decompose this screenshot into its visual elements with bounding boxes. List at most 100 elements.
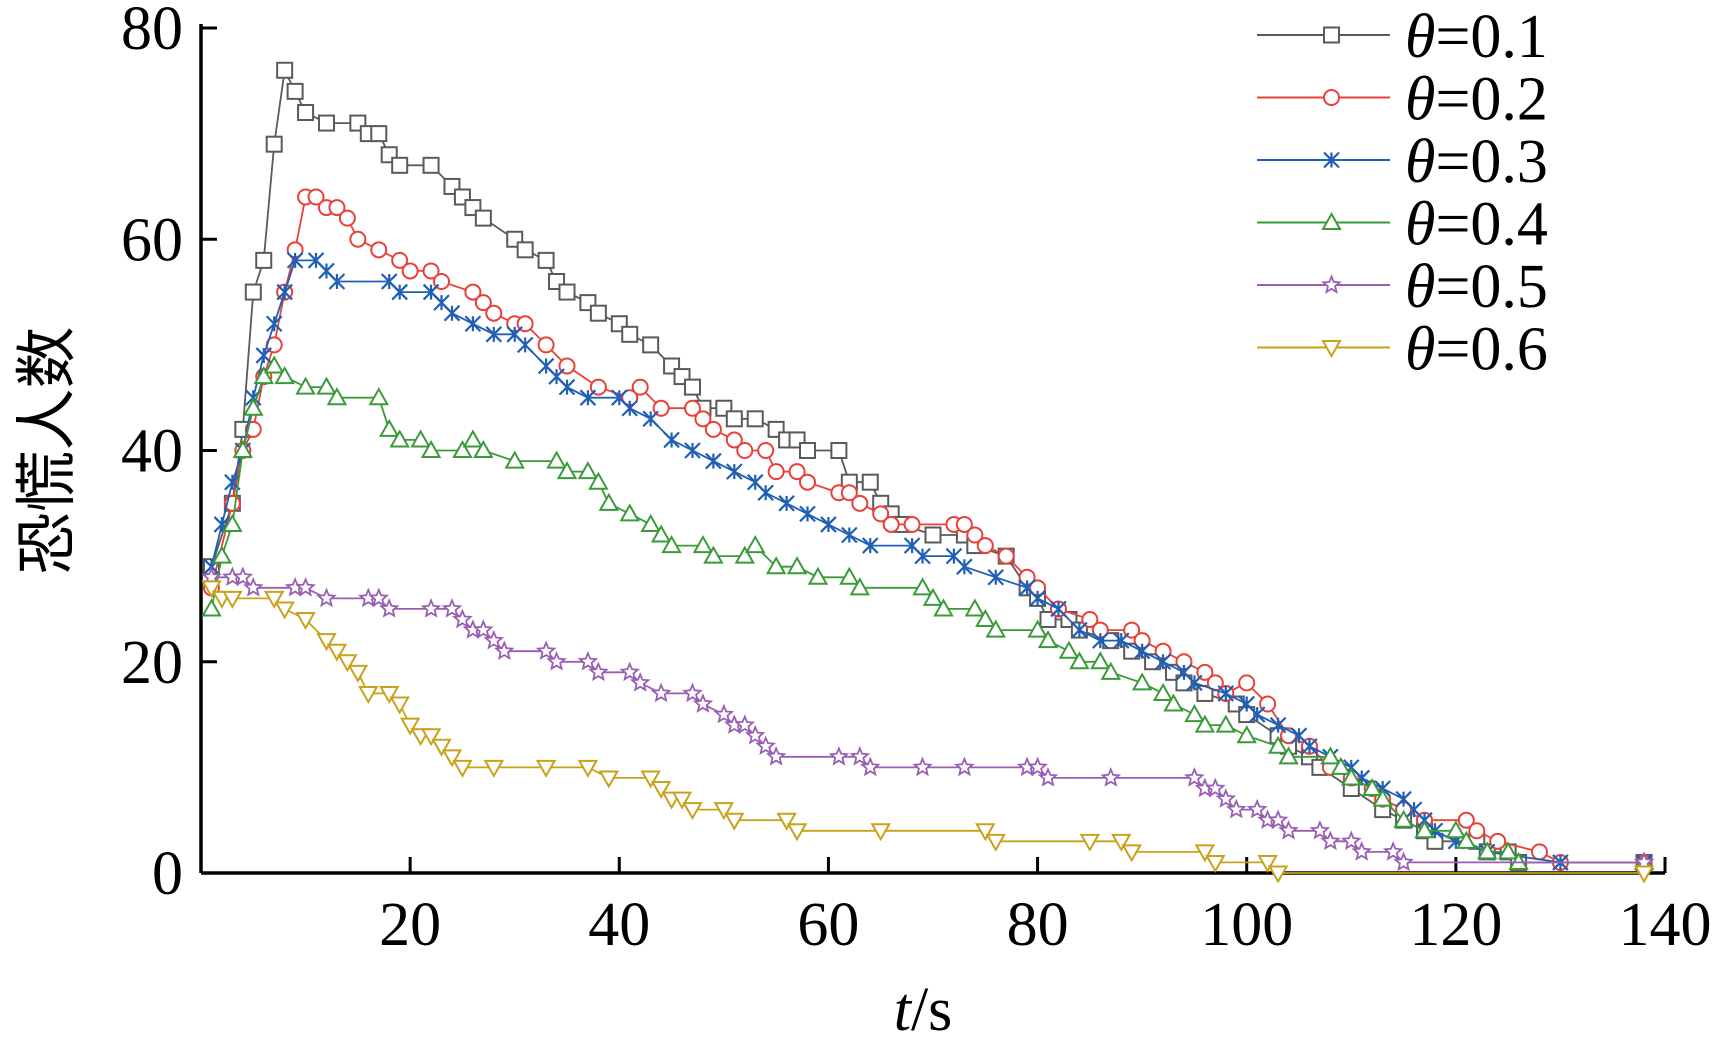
legend-marker: [1323, 89, 1340, 106]
data-point: [420, 728, 442, 747]
data-point: [1340, 830, 1362, 851]
data-point: [1152, 682, 1174, 701]
data-point: [692, 535, 714, 554]
legend-marker: [1321, 274, 1342, 294]
data-point: [985, 619, 1006, 638]
data-point: [713, 802, 735, 821]
data-point: [1112, 632, 1130, 649]
x-tick-label: 20: [379, 891, 441, 959]
legend-label: θ=0.1: [1405, 3, 1548, 71]
data-point: [1205, 777, 1226, 798]
data-point: [328, 199, 346, 217]
data-point: [368, 587, 390, 608]
data-point: [861, 537, 879, 554]
data-point: [1100, 661, 1121, 680]
data-point: [485, 326, 503, 343]
data-point: [820, 516, 837, 533]
x-tick-label: 80: [1007, 891, 1069, 959]
data-point: [1320, 830, 1341, 851]
data-point: [1248, 706, 1266, 723]
data-point: [1111, 833, 1132, 852]
data-point: [391, 251, 409, 269]
data-point: [253, 366, 274, 385]
series-4: [201, 355, 1655, 870]
data-point: [736, 442, 754, 459]
data-point: [462, 429, 484, 448]
data-point: [725, 410, 743, 428]
data-point: [828, 745, 850, 766]
data-point: [378, 598, 400, 618]
data-point: [1267, 735, 1289, 754]
data-point: [872, 505, 890, 523]
legend-item: θ=0.4: [1257, 191, 1548, 259]
y-tick-label: 0: [152, 840, 183, 908]
data-point: [765, 556, 787, 575]
data-point: [682, 682, 703, 703]
data-point: [473, 619, 494, 639]
data-point: [955, 515, 973, 533]
data-point: [954, 756, 975, 777]
data-point: [420, 439, 442, 458]
legend-item: θ=0.6: [1257, 316, 1548, 384]
data-point: [642, 410, 659, 428]
data-point: [830, 442, 848, 459]
data-point: [276, 61, 294, 79]
data-point: [861, 473, 879, 491]
legend-marker: [1323, 151, 1340, 169]
data-point: [1186, 674, 1203, 692]
data-point: [745, 535, 766, 554]
data-point: [1457, 811, 1475, 829]
data-point: [650, 781, 672, 800]
data-point: [297, 104, 315, 121]
data-point: [316, 376, 337, 395]
data-point: [422, 156, 440, 174]
data-point: [338, 209, 356, 227]
data-point: [326, 387, 348, 406]
data-point: [255, 347, 273, 364]
data-point: [684, 442, 701, 459]
data-point: [1050, 600, 1067, 618]
data-point: [631, 378, 649, 396]
data-point: [535, 759, 557, 778]
data-point: [211, 545, 233, 564]
data-point: [577, 650, 599, 671]
data-point: [621, 399, 639, 417]
data-point: [1215, 788, 1237, 808]
data-point: [1121, 844, 1142, 863]
y-axis-title: 恐慌人数: [14, 326, 82, 574]
data-point: [744, 724, 766, 745]
y-tick-label: 60: [121, 206, 183, 274]
data-point: [1238, 674, 1256, 692]
data-point: [1278, 819, 1299, 840]
data-point: [841, 526, 858, 544]
data-point: [682, 802, 703, 821]
legend-label: θ=0.2: [1405, 66, 1548, 134]
data-point: [1267, 809, 1289, 830]
data-point: [882, 515, 900, 533]
data-point: [493, 640, 515, 661]
data-point: [1194, 714, 1216, 733]
legend-marker: [1323, 26, 1340, 44]
data-point: [589, 304, 607, 322]
data-point: [328, 273, 346, 290]
data-point: [274, 601, 295, 620]
data-point: [956, 558, 973, 575]
data-point: [1058, 640, 1080, 659]
data-point: [1445, 820, 1467, 839]
legend-item: θ=0.5: [1257, 253, 1548, 321]
data-point: [851, 494, 869, 512]
data-point: [1092, 632, 1109, 649]
data-point: [1508, 851, 1529, 870]
data-point: [504, 450, 525, 469]
series-2: [202, 188, 1653, 871]
data-point: [966, 526, 984, 544]
data-point: [588, 661, 609, 682]
data-point: [558, 283, 576, 301]
data-point: [799, 505, 816, 523]
data-point: [295, 612, 316, 631]
legend-item: θ=0.3: [1257, 128, 1548, 196]
x-tick-label: 40: [588, 891, 650, 959]
data-point: [661, 535, 682, 554]
data-point: [849, 577, 871, 596]
data-point: [807, 566, 829, 585]
